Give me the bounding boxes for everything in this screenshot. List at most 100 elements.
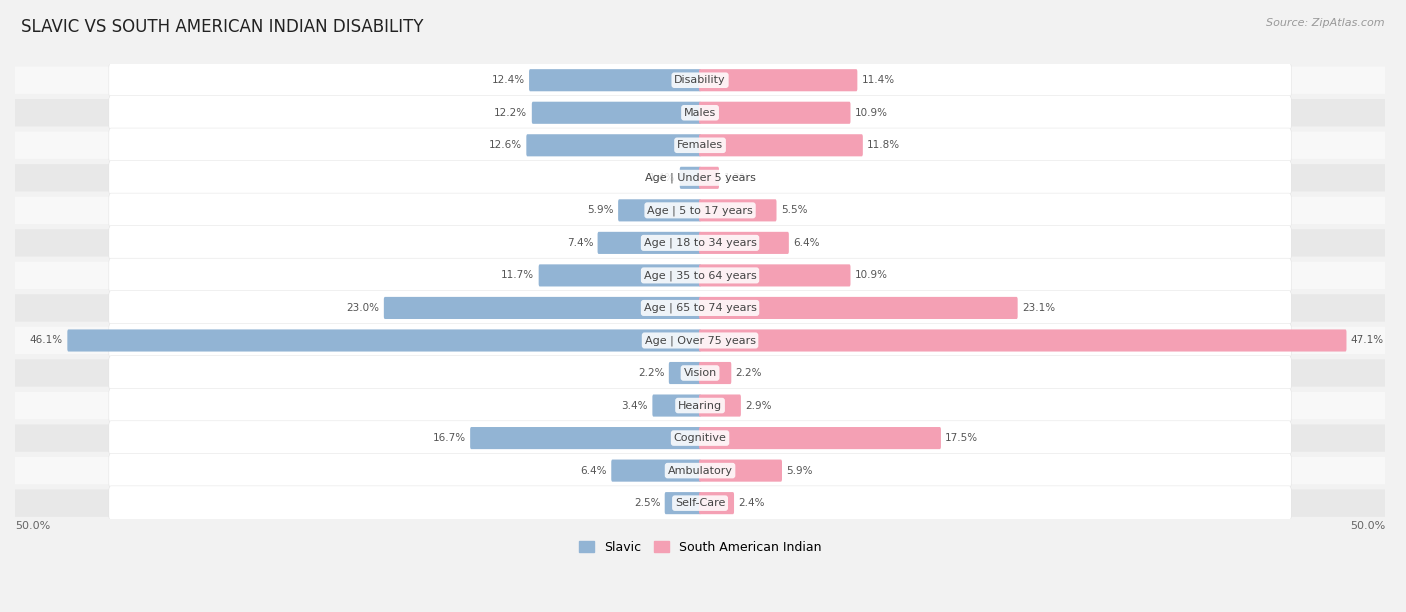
Text: Ambulatory: Ambulatory: [668, 466, 733, 476]
Text: 5.5%: 5.5%: [780, 206, 807, 215]
Text: 2.5%: 2.5%: [634, 498, 661, 508]
FancyBboxPatch shape: [665, 492, 702, 514]
FancyBboxPatch shape: [699, 492, 734, 514]
FancyBboxPatch shape: [108, 356, 1291, 390]
Text: 1.3%: 1.3%: [723, 173, 749, 183]
FancyBboxPatch shape: [15, 99, 1385, 127]
Text: 5.9%: 5.9%: [786, 466, 813, 476]
FancyBboxPatch shape: [526, 134, 702, 156]
FancyBboxPatch shape: [108, 453, 1291, 488]
FancyBboxPatch shape: [15, 196, 1385, 224]
FancyBboxPatch shape: [108, 291, 1291, 325]
FancyBboxPatch shape: [699, 329, 1347, 351]
Text: Males: Males: [683, 108, 716, 118]
Text: 6.4%: 6.4%: [581, 466, 607, 476]
FancyBboxPatch shape: [108, 421, 1291, 455]
FancyBboxPatch shape: [108, 128, 1291, 163]
Text: Age | 65 to 74 years: Age | 65 to 74 years: [644, 303, 756, 313]
Text: Age | 35 to 64 years: Age | 35 to 64 years: [644, 270, 756, 281]
Text: 46.1%: 46.1%: [30, 335, 63, 346]
Text: 47.1%: 47.1%: [1351, 335, 1384, 346]
FancyBboxPatch shape: [699, 232, 789, 254]
FancyBboxPatch shape: [598, 232, 702, 254]
FancyBboxPatch shape: [699, 166, 718, 189]
Text: 10.9%: 10.9%: [855, 271, 887, 280]
FancyBboxPatch shape: [15, 327, 1385, 354]
FancyBboxPatch shape: [470, 427, 702, 449]
FancyBboxPatch shape: [15, 294, 1385, 322]
FancyBboxPatch shape: [108, 160, 1291, 195]
Text: 3.4%: 3.4%: [621, 400, 648, 411]
FancyBboxPatch shape: [108, 193, 1291, 228]
Text: 17.5%: 17.5%: [945, 433, 979, 443]
FancyBboxPatch shape: [699, 297, 1018, 319]
FancyBboxPatch shape: [669, 362, 702, 384]
FancyBboxPatch shape: [699, 362, 731, 384]
FancyBboxPatch shape: [531, 102, 702, 124]
FancyBboxPatch shape: [108, 226, 1291, 260]
FancyBboxPatch shape: [15, 230, 1385, 256]
Legend: Slavic, South American Indian: Slavic, South American Indian: [574, 536, 827, 559]
Text: Hearing: Hearing: [678, 400, 723, 411]
FancyBboxPatch shape: [384, 297, 702, 319]
FancyBboxPatch shape: [699, 102, 851, 124]
Text: 7.4%: 7.4%: [567, 238, 593, 248]
Text: 2.9%: 2.9%: [745, 400, 772, 411]
FancyBboxPatch shape: [529, 69, 702, 91]
FancyBboxPatch shape: [108, 388, 1291, 423]
Text: 23.1%: 23.1%: [1022, 303, 1054, 313]
FancyBboxPatch shape: [699, 69, 858, 91]
FancyBboxPatch shape: [15, 164, 1385, 192]
Text: Cognitive: Cognitive: [673, 433, 727, 443]
FancyBboxPatch shape: [679, 166, 702, 189]
Text: 5.9%: 5.9%: [588, 206, 614, 215]
Text: 12.4%: 12.4%: [492, 75, 524, 85]
FancyBboxPatch shape: [699, 200, 776, 222]
Text: 16.7%: 16.7%: [433, 433, 465, 443]
FancyBboxPatch shape: [15, 424, 1385, 452]
Text: 1.4%: 1.4%: [650, 173, 675, 183]
FancyBboxPatch shape: [15, 392, 1385, 419]
FancyBboxPatch shape: [108, 95, 1291, 130]
FancyBboxPatch shape: [699, 427, 941, 449]
Text: 11.4%: 11.4%: [862, 75, 894, 85]
FancyBboxPatch shape: [699, 264, 851, 286]
FancyBboxPatch shape: [652, 395, 702, 417]
Text: 10.9%: 10.9%: [855, 108, 887, 118]
Text: Age | Under 5 years: Age | Under 5 years: [644, 173, 755, 183]
Text: Age | 5 to 17 years: Age | 5 to 17 years: [647, 205, 754, 215]
Text: 6.4%: 6.4%: [793, 238, 820, 248]
Text: 50.0%: 50.0%: [15, 521, 51, 531]
FancyBboxPatch shape: [15, 67, 1385, 94]
Text: 50.0%: 50.0%: [1350, 521, 1385, 531]
Text: 11.7%: 11.7%: [501, 271, 534, 280]
FancyBboxPatch shape: [15, 262, 1385, 289]
Text: SLAVIC VS SOUTH AMERICAN INDIAN DISABILITY: SLAVIC VS SOUTH AMERICAN INDIAN DISABILI…: [21, 18, 423, 36]
FancyBboxPatch shape: [699, 460, 782, 482]
FancyBboxPatch shape: [108, 63, 1291, 97]
Text: Vision: Vision: [683, 368, 717, 378]
Text: 2.4%: 2.4%: [738, 498, 765, 508]
Text: Source: ZipAtlas.com: Source: ZipAtlas.com: [1267, 18, 1385, 28]
FancyBboxPatch shape: [612, 460, 702, 482]
FancyBboxPatch shape: [699, 134, 863, 156]
Text: 12.2%: 12.2%: [495, 108, 527, 118]
Text: Age | 18 to 34 years: Age | 18 to 34 years: [644, 237, 756, 248]
Text: Self-Care: Self-Care: [675, 498, 725, 508]
Text: Age | Over 75 years: Age | Over 75 years: [644, 335, 755, 346]
FancyBboxPatch shape: [15, 457, 1385, 484]
Text: 11.8%: 11.8%: [868, 140, 900, 151]
FancyBboxPatch shape: [108, 258, 1291, 293]
FancyBboxPatch shape: [15, 490, 1385, 517]
FancyBboxPatch shape: [108, 486, 1291, 520]
FancyBboxPatch shape: [15, 132, 1385, 159]
Text: Females: Females: [678, 140, 723, 151]
FancyBboxPatch shape: [108, 323, 1291, 358]
Text: Disability: Disability: [675, 75, 725, 85]
FancyBboxPatch shape: [619, 200, 702, 222]
Text: 2.2%: 2.2%: [735, 368, 762, 378]
Text: 23.0%: 23.0%: [346, 303, 380, 313]
FancyBboxPatch shape: [67, 329, 702, 351]
FancyBboxPatch shape: [538, 264, 702, 286]
Text: 2.2%: 2.2%: [638, 368, 665, 378]
